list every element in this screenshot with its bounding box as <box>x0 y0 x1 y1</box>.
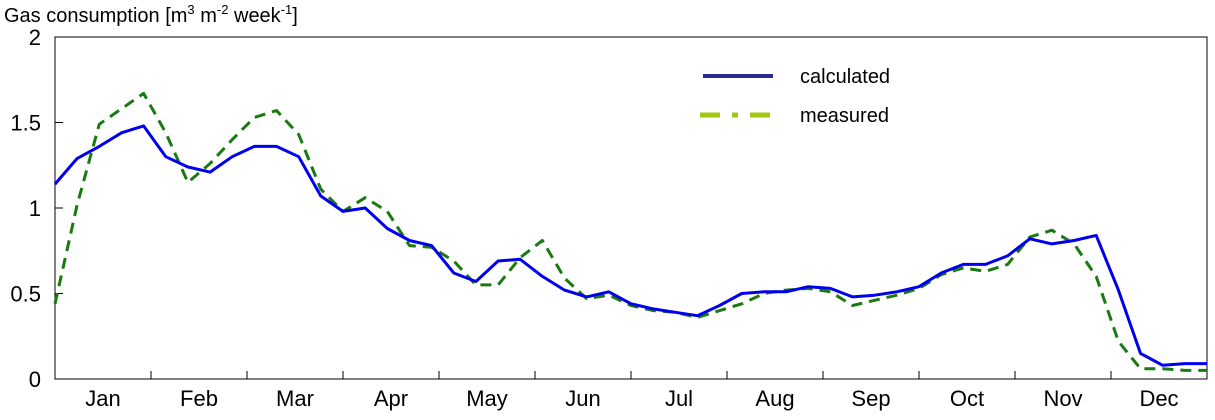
x-tick-label: Sep <box>851 386 890 411</box>
y-tick-label: 0.5 <box>10 282 41 307</box>
legend-label-calculated: calculated <box>800 66 890 88</box>
x-tick-label: May <box>466 386 508 411</box>
legend: calculated measured <box>700 66 890 127</box>
plot-frame <box>54 36 1208 380</box>
x-axis: Jan Feb Mar Apr May Jun Jul Aug Sep Oct Nov Dec <box>85 371 1179 411</box>
y-tick-label: 0 <box>29 367 41 392</box>
x-tick-label: Feb <box>180 386 218 411</box>
series-line-measured <box>53 91 1207 372</box>
x-tick-label: Jun <box>565 386 600 411</box>
y-tick-label: 1 <box>29 196 41 221</box>
x-tick-label: Jul <box>665 386 693 411</box>
y-tick-label: 2 <box>29 25 41 50</box>
x-tick-label: Oct <box>950 386 984 411</box>
series-lines <box>53 91 1207 372</box>
y-axis-label: Gas consumption [m3 m-2 week-1] <box>4 2 298 27</box>
x-tick-label: Nov <box>1043 386 1082 411</box>
x-tick-label: Apr <box>374 386 408 411</box>
y-tick-label: 1.5 <box>10 111 41 136</box>
y-axis: 0 0.5 1 1.5 2 <box>10 25 63 392</box>
series-line-calculated <box>53 124 1207 367</box>
x-tick-label: Jan <box>85 386 120 411</box>
x-tick-label: Aug <box>755 386 794 411</box>
legend-label-measured: measured <box>800 105 889 127</box>
x-tick-label: Dec <box>1139 386 1178 411</box>
x-tick-label: Mar <box>276 386 314 411</box>
